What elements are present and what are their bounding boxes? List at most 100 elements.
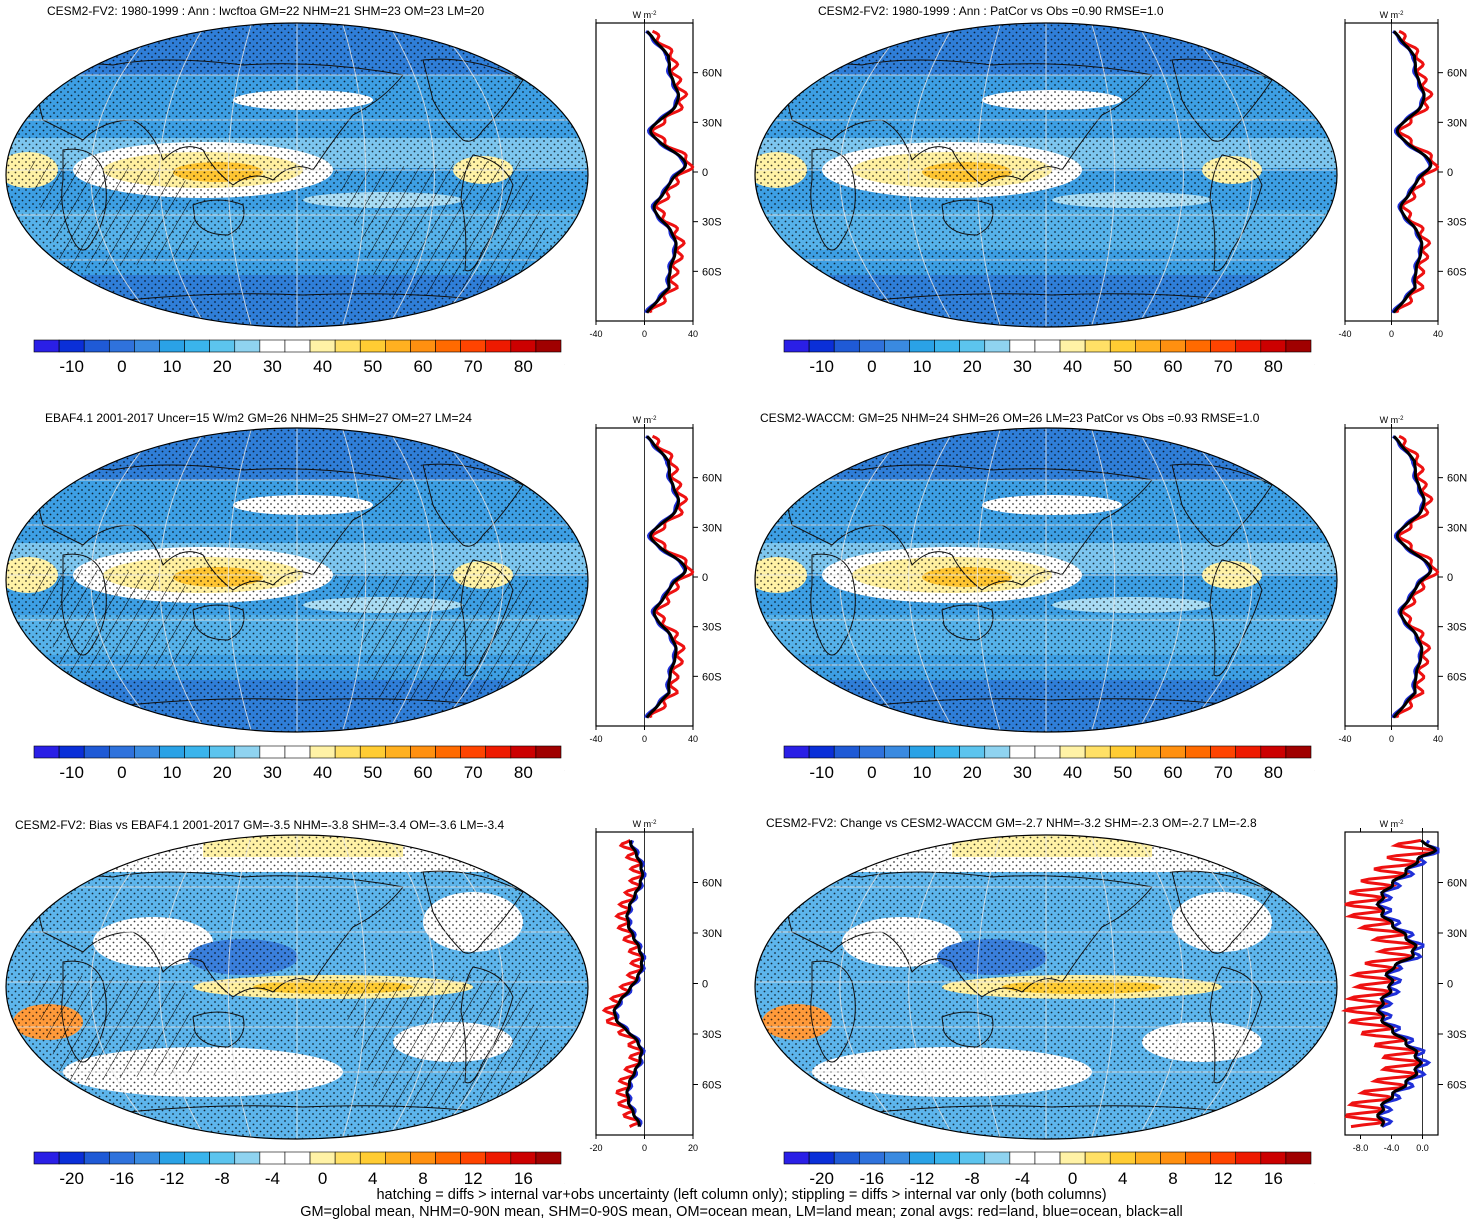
colorbar-label: 30 xyxy=(263,357,282,376)
colorbar-swatch xyxy=(833,745,860,759)
colorbar-swatch xyxy=(535,1151,562,1165)
colorbar-swatch xyxy=(134,1151,160,1165)
colorbar-swatch xyxy=(209,339,236,353)
colorbar-label: 80 xyxy=(514,357,533,376)
colorbar-swatch xyxy=(1210,1151,1237,1165)
lat-tick-label: 60S xyxy=(1447,1080,1467,1092)
colorbar-swatch xyxy=(1185,1151,1211,1165)
colorbar-label: 10 xyxy=(163,357,182,376)
colorbar-swatch xyxy=(884,339,910,353)
colorbar-swatch xyxy=(1084,1151,1111,1165)
colorbar-swatch xyxy=(1260,339,1287,353)
zonal-x-tick-label: 0 xyxy=(642,734,647,744)
map-panel-p6 xyxy=(754,834,1338,1140)
zonal-plot-p4: W m-2 60N 30N 0 30S 60S -40 0 40 xyxy=(1338,415,1467,744)
colorbar-swatch xyxy=(1135,745,1161,759)
panel-title-p5: CESM2-FV2: Bias vs EBAF4.1 2001-2017 GM=… xyxy=(15,818,505,832)
lat-tick-label: 30S xyxy=(1447,622,1467,634)
colorbar-swatch xyxy=(284,339,311,353)
colorbar-label: 0 xyxy=(867,763,876,782)
colorbar-swatch xyxy=(159,745,185,759)
colorbar-label: 70 xyxy=(464,763,483,782)
colorbar-swatch xyxy=(1084,745,1111,759)
lat-tick-label: 0 xyxy=(1447,572,1453,584)
map-panel-p3 xyxy=(5,427,589,733)
colorbar-swatch xyxy=(435,339,461,353)
colorbar-swatch xyxy=(234,1151,261,1165)
colorbar-label: 80 xyxy=(1264,357,1283,376)
colorbar-label: 20 xyxy=(1314,1169,1315,1188)
colorbar-swatch xyxy=(334,339,361,353)
colorbar-swatch xyxy=(1235,745,1262,759)
colorbar-swatch xyxy=(1009,745,1036,759)
colorbar-swatch xyxy=(959,1151,986,1165)
colorbar-swatch xyxy=(134,339,160,353)
colorbar-label: -10 xyxy=(809,357,834,376)
colorbar-label: 90 xyxy=(564,357,565,376)
lat-tick-label: 0 xyxy=(1447,979,1453,991)
lat-tick-label: 60S xyxy=(1447,671,1467,683)
colorbar-swatch xyxy=(934,1151,960,1165)
lat-tick-label: 30S xyxy=(702,217,722,229)
colorbar-swatch xyxy=(309,1151,336,1165)
colorbar-swatch xyxy=(934,745,960,759)
zonal-x-tick-label: -40 xyxy=(589,734,602,744)
colorbar-swatch xyxy=(1260,1151,1287,1165)
colorbar-label: 4 xyxy=(1118,1169,1127,1188)
colorbar-swatch xyxy=(1059,339,1086,353)
colorbar-swatch xyxy=(435,1151,461,1165)
zonal-units-label: W m-2 xyxy=(1380,819,1404,829)
colorbar-label: 20 xyxy=(213,357,232,376)
colorbar-label: 40 xyxy=(313,357,332,376)
colorbar-swatch xyxy=(58,339,85,353)
lat-tick-label: 30N xyxy=(1447,117,1467,129)
colorbar-label: 0 xyxy=(1068,1169,1077,1188)
colorbar-swatch xyxy=(209,745,236,759)
colorbar-swatch xyxy=(1210,745,1237,759)
colorbar-swatch xyxy=(259,745,286,759)
colorbar-label: 60 xyxy=(414,763,433,782)
colorbar-swatch xyxy=(108,745,135,759)
colorbar-label: 80 xyxy=(514,763,533,782)
zonal-x-tick-label: 40 xyxy=(1433,734,1443,744)
zonal-x-tick-label: -20 xyxy=(589,1143,602,1153)
colorbar-swatch xyxy=(1009,1151,1036,1165)
zonal-plot-p5: W m-2 60N 30N 0 30S 60S -20 0 20 xyxy=(589,819,722,1153)
colorbar-p3: -10 0 10 20 30 40 50 60 70 80 90 xyxy=(33,745,565,782)
colorbar-label: -10 xyxy=(59,763,84,782)
lat-tick-label: 30N xyxy=(702,928,722,940)
colorbar-label: -4 xyxy=(1015,1169,1030,1188)
colorbar-label: 8 xyxy=(418,1169,427,1188)
zonal-series-all xyxy=(612,840,645,1127)
colorbar-swatch xyxy=(1059,745,1086,759)
zonal-units-label: W m-2 xyxy=(1380,10,1404,20)
zonal-x-tick-label: -40 xyxy=(589,329,602,339)
colorbar-swatch xyxy=(934,339,960,353)
zonal-series-land xyxy=(1395,29,1440,314)
lat-tick-label: 60S xyxy=(702,266,722,278)
colorbar-swatch xyxy=(83,1151,110,1165)
zonal-x-tick-label: 40 xyxy=(688,734,698,744)
colorbar-swatch xyxy=(808,339,835,353)
colorbar-label: 80 xyxy=(1264,763,1283,782)
colorbar-swatch xyxy=(234,745,261,759)
zonal-x-tick-label: 0.0 xyxy=(1416,1143,1429,1153)
colorbar-label: -10 xyxy=(809,763,834,782)
colorbar-swatch xyxy=(783,745,810,759)
colorbar-swatch xyxy=(33,1151,60,1165)
panel-title-p1: CESM2-FV2: 1980-1999 : Ann : lwcftoa GM=… xyxy=(47,4,485,18)
colorbar-label: 20 xyxy=(963,763,982,782)
colorbar-swatch xyxy=(858,745,885,759)
colorbar-swatch xyxy=(909,339,935,353)
colorbar-swatch xyxy=(184,339,210,353)
colorbar-swatch xyxy=(460,1151,487,1165)
zonal-x-tick-label: 0 xyxy=(642,1143,647,1153)
lat-tick-label: 30S xyxy=(1447,217,1467,229)
colorbar-label: 70 xyxy=(464,357,483,376)
colorbar-swatch xyxy=(1210,339,1237,353)
colorbar-label: 10 xyxy=(913,763,932,782)
colorbar-label: 0 xyxy=(117,763,126,782)
colorbar-label: 70 xyxy=(1214,763,1233,782)
colorbar-swatch xyxy=(1260,745,1287,759)
map-panel-p1 xyxy=(5,22,589,328)
